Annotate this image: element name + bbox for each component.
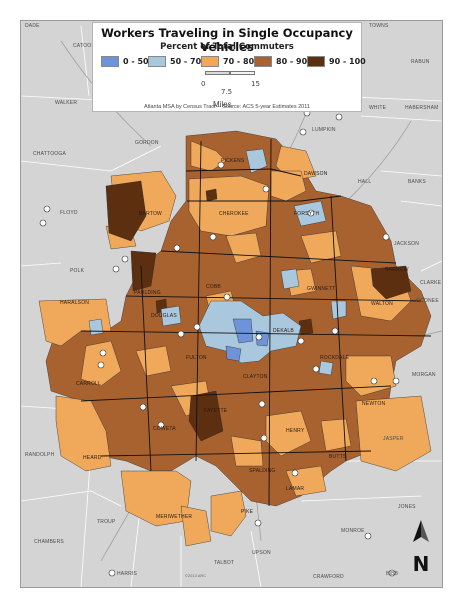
county-label-upson: UPSON bbox=[252, 550, 271, 556]
county-label-randolph: RANDOLPH bbox=[25, 452, 55, 458]
county-label-oconee: OCONEE bbox=[416, 298, 439, 304]
county-label-hall: HALL bbox=[358, 179, 371, 185]
county-label-carroll: CARROLL bbox=[76, 381, 101, 387]
county-label-dade: DADE bbox=[25, 23, 40, 29]
county-label-bibb: BIBB bbox=[386, 571, 399, 577]
highway-shields bbox=[39, 38, 400, 577]
county-label-spalding: SPALDING bbox=[249, 468, 276, 474]
scale-tick-max: 15 bbox=[251, 80, 260, 88]
north-arrow-icon bbox=[413, 520, 429, 542]
legend-box: Workers Traveling in Single Occupancy Ve… bbox=[92, 22, 366, 112]
county-label-fulton: FULTON bbox=[186, 355, 207, 361]
county-label-heard: HEARD bbox=[83, 455, 102, 461]
county-label-morgan: MORGAN bbox=[412, 372, 436, 378]
legend-label: 50 - 70 bbox=[170, 57, 202, 66]
county-label-talbot: TALBOT bbox=[214, 560, 234, 566]
county-label-walker: WALKER bbox=[55, 100, 77, 106]
source-note: Atlanta MSA by Census Tract -- Source: A… bbox=[144, 104, 310, 110]
county-label-jackson: JACKSON bbox=[394, 241, 419, 247]
map-title: Workers Traveling in Single Occupancy Ve… bbox=[101, 26, 353, 54]
county-label-butts: BUTTS bbox=[329, 454, 347, 460]
county-label-douglas: DOUGLAS bbox=[151, 313, 177, 319]
county-label-jasper: JASPER bbox=[383, 436, 404, 442]
scale-bar bbox=[205, 71, 255, 75]
county-label-gordon: GORDON bbox=[135, 140, 159, 146]
scale-tick-mid: 7.5 bbox=[221, 88, 233, 96]
county-label-cherokee: CHEROKEE bbox=[219, 211, 249, 217]
county-label-haralson: HARALSON bbox=[60, 300, 89, 306]
county-label-rockdale: ROCKDALE bbox=[320, 355, 350, 361]
county-label-habersham: HABERSHAM bbox=[405, 105, 438, 111]
county-label-fayette: FAYETTE bbox=[204, 408, 228, 414]
county-label-chattooga: CHATTOOGA bbox=[33, 151, 66, 157]
north-label: N bbox=[412, 552, 430, 576]
map-subtitle: Percent of Total Commuters bbox=[160, 42, 294, 52]
scale-segment bbox=[230, 71, 255, 75]
legend-swatch bbox=[101, 56, 119, 67]
legend-label: 70 - 80 bbox=[223, 57, 255, 66]
legend-label: 0 - 50 bbox=[123, 57, 149, 66]
county-label-lumpkin: LUMPKIN bbox=[312, 127, 336, 133]
legend-label: 90 - 100 bbox=[329, 57, 366, 66]
county-label-pike: PIKE bbox=[241, 509, 254, 515]
county-label-jones: JONES bbox=[398, 504, 416, 510]
legend-label: 80 - 90 bbox=[276, 57, 308, 66]
county-label-harris: HARRIS bbox=[117, 571, 138, 577]
county-label-rabun: RABUN bbox=[411, 59, 430, 65]
scale-unit-label: Miles bbox=[213, 100, 232, 109]
legend-swatch bbox=[201, 56, 219, 67]
county-label-dekalb: DEKALB bbox=[273, 328, 294, 334]
county-label-pickens: PICKENS bbox=[221, 158, 245, 164]
county-label-gwinnett: GWINNETT bbox=[307, 286, 335, 292]
county-label-catoosa: CATOOSA bbox=[73, 43, 99, 49]
county-label-dawson: DAWSON bbox=[304, 171, 328, 177]
tract-regions-50-70 bbox=[88, 148, 347, 376]
scale-segment bbox=[205, 71, 230, 75]
legend-swatch bbox=[254, 56, 272, 67]
county-label-clarke: CLARKE bbox=[420, 280, 442, 286]
county-label-clayton: CLAYTON bbox=[243, 374, 268, 380]
county-label-paulding: PAULDING bbox=[134, 290, 161, 296]
county-label-white: WHITE bbox=[369, 105, 387, 111]
county-label-henry: HENRY bbox=[286, 428, 305, 434]
county-label-banks: BANKS bbox=[408, 179, 426, 185]
metro-county-outlines bbox=[80, 138, 432, 507]
county-label-towns: TOWNS bbox=[369, 23, 389, 29]
legend-swatch bbox=[148, 56, 166, 67]
county-label-walton: WALTON bbox=[371, 301, 393, 307]
county-label-bartow: BARTOW bbox=[139, 211, 162, 217]
map-canvas: CATOOSA TOWNS RABUN DADE WALKER WHITE HA… bbox=[21, 21, 442, 587]
county-label-monroe: MONROE bbox=[341, 528, 365, 534]
county-label-forsyth: FORSYTH bbox=[294, 211, 319, 217]
county-label-cobb: COBB bbox=[206, 284, 221, 290]
county-label-barrow: BARROW bbox=[385, 267, 409, 273]
county-label-meriwether: MERIWETHER bbox=[156, 514, 192, 520]
county-label-coweta: COWETA bbox=[153, 426, 176, 432]
county-label-troup: TROUP bbox=[97, 519, 116, 525]
county-labels: CATOOSA TOWNS RABUN DADE WALKER WHITE HA… bbox=[25, 23, 442, 580]
legend-swatch bbox=[307, 56, 325, 67]
tract-regions-90-100 bbox=[105, 180, 412, 442]
scale-tick-0: 0 bbox=[201, 80, 206, 88]
county-label-newton: NEWTON bbox=[362, 401, 386, 407]
county-label-floyd: FLOYD bbox=[60, 210, 78, 216]
county-label-polk: POLK bbox=[70, 268, 85, 274]
county-label-chambers: CHAMBERS bbox=[34, 539, 64, 545]
county-label-lamar: LAMAR bbox=[286, 486, 304, 492]
map-frame: CATOOSA TOWNS RABUN DADE WALKER WHITE HA… bbox=[20, 20, 443, 588]
map-credit: ©2013 ARC bbox=[185, 573, 207, 578]
county-label-crawford: CRAWFORD bbox=[313, 574, 344, 580]
